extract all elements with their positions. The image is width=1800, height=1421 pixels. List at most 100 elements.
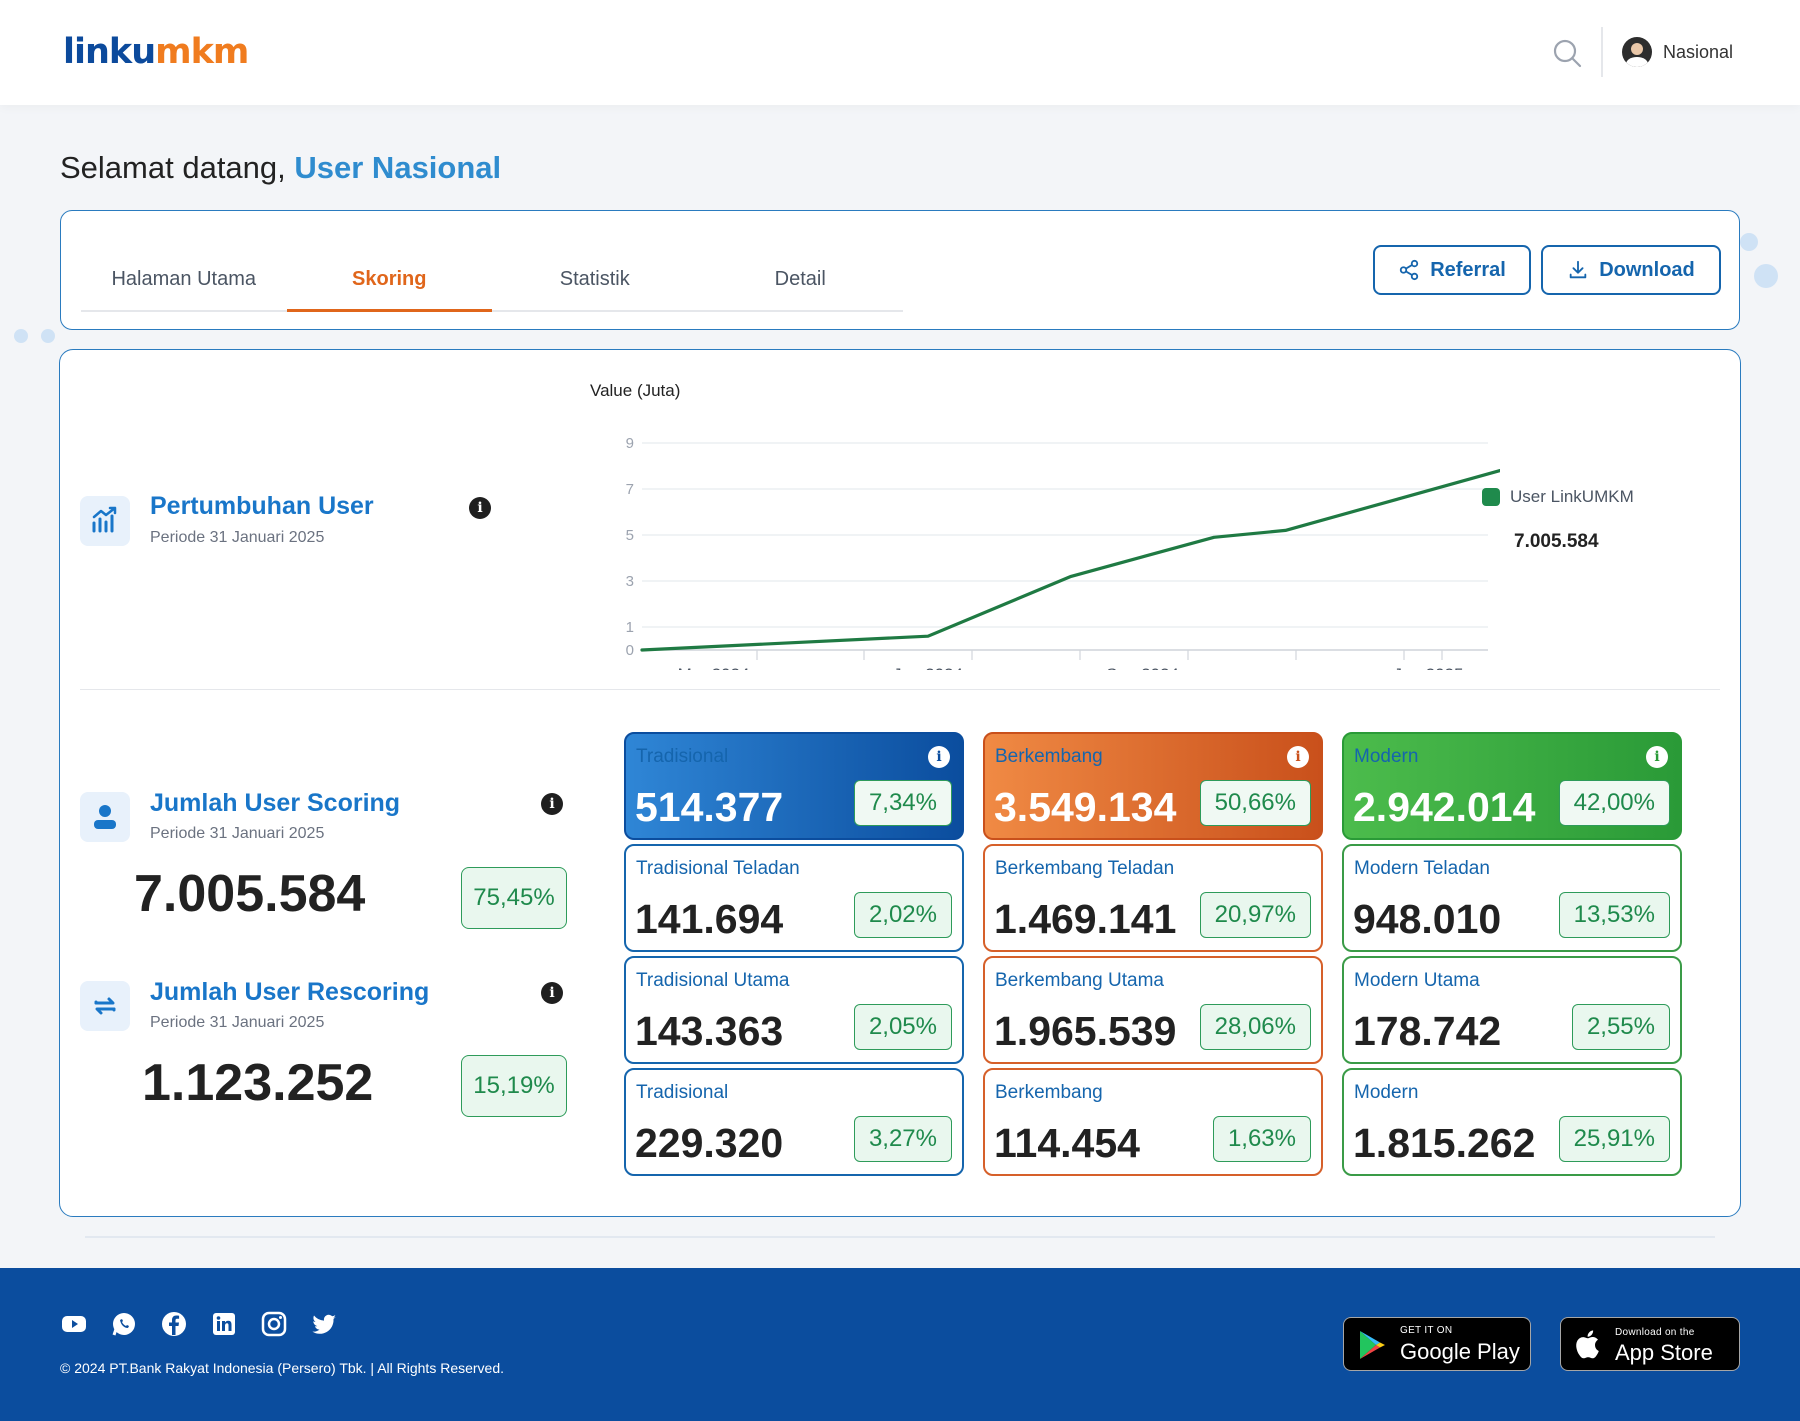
user-name[interactable]: Nasional [1663, 42, 1734, 62]
x-tick-label: Mar 2024 [678, 665, 750, 670]
card-pct: 7,34% [853, 780, 952, 826]
card-label: Tradisional Utama [636, 970, 790, 991]
card-label: Berkembang [995, 746, 1103, 767]
growth-chart-icon [80, 496, 130, 546]
header-divider [1601, 27, 1603, 77]
x-tick-label: Sep 2024 [1106, 665, 1179, 670]
rescoring-title: Jumlah User Rescoring [150, 978, 430, 1006]
y-axis-label: Value (Juta) [590, 381, 680, 400]
top-header: linkumkm Nasional [0, 0, 1800, 105]
download-button[interactable]: Download [1541, 245, 1721, 295]
google-play-button[interactable]: GET IT ON Google Play [1343, 1317, 1531, 1371]
card-pct: 2,55% [1571, 1004, 1670, 1050]
tab-bar: Halaman Utama Skoring Statistik Detail [81, 256, 903, 312]
download-icon [1569, 260, 1587, 279]
card-tradisional-total[interactable]: Tradisional i 514.377 7,34% [624, 732, 964, 840]
card-berkembang-utama[interactable]: Berkembang Utama 1.965.539 28,06% [983, 956, 1323, 1064]
chart-legend: User LinkUMKM [1482, 487, 1634, 507]
series-line [640, 468, 1500, 652]
card-value: 1.815.262 [1353, 1120, 1536, 1166]
google-play-small-text: GET IT ON [1400, 1325, 1453, 1336]
card-value: 1.469.141 [994, 896, 1177, 942]
y-tick-label: 7 [626, 481, 634, 498]
card-tradisional-utama[interactable]: Tradisional Utama 143.363 2,05% [624, 956, 964, 1064]
info-icon[interactable]: i [469, 497, 491, 519]
linkedin-icon[interactable] [210, 1310, 238, 1338]
tab-detail[interactable]: Detail [774, 268, 826, 290]
card-pct: 20,97% [1199, 892, 1311, 938]
twitter-icon[interactable] [310, 1310, 338, 1338]
footer: © 2024 PT.Bank Rakyat Indonesia (Persero… [0, 1268, 1800, 1421]
card-modern[interactable]: Modern 1.815.262 25,91% [1342, 1068, 1682, 1176]
info-icon[interactable]: i [1287, 746, 1309, 768]
x-tick-label: Jun 2024 [893, 665, 963, 670]
card-pct: 2,02% [853, 892, 952, 938]
legend-swatch [1482, 488, 1500, 506]
card-modern-teladan[interactable]: Modern Teladan 948.010 13,53% [1342, 844, 1682, 952]
card-berkembang-total[interactable]: Berkembang i 3.549.134 50,66% [983, 732, 1323, 840]
card-value: 3.549.134 [994, 784, 1177, 830]
welcome-user-name: User Nasional [294, 150, 502, 185]
legend-label: User LinkUMKM [1510, 487, 1634, 506]
avatar[interactable] [1622, 37, 1652, 67]
card-label: Tradisional [636, 746, 729, 767]
whatsapp-icon[interactable] [110, 1310, 138, 1338]
info-icon[interactable]: i [541, 982, 563, 1004]
referral-button[interactable]: Referral [1373, 245, 1531, 295]
tab-skoring[interactable]: Skoring [286, 256, 493, 312]
card-tradisional[interactable]: Tradisional 229.320 3,27% [624, 1068, 964, 1176]
app-store-small-text: Download on the [1615, 1327, 1695, 1338]
card-pct: 25,91% [1558, 1116, 1670, 1162]
section-divider [80, 689, 1720, 690]
youtube-icon[interactable] [60, 1310, 88, 1338]
card-pct: 50,66% [1199, 780, 1311, 826]
rescoring-total: 1.123.252 [142, 1054, 374, 1112]
apple-icon [1576, 1330, 1599, 1359]
card-modern-utama[interactable]: Modern Utama 178.742 2,55% [1342, 956, 1682, 1064]
card-berkembang[interactable]: Berkembang 114.454 1,63% [983, 1068, 1323, 1176]
card-label: Modern Teladan [1354, 858, 1490, 879]
instagram-icon[interactable] [260, 1310, 288, 1338]
card-pct: 1,63% [1212, 1116, 1311, 1162]
card-modern-total[interactable]: Modern i 2.942.014 42,00% [1342, 732, 1682, 840]
y-tick-label: 9 [626, 435, 634, 452]
referral-label: Referral [1430, 258, 1506, 281]
card-value: 178.742 [1353, 1008, 1502, 1054]
info-icon[interactable]: i [1646, 746, 1668, 768]
search-icon[interactable] [1552, 38, 1582, 68]
scoring-panel: Pertumbuhan User Periode 31 Januari 2025… [59, 349, 1741, 1217]
tab-halaman-utama[interactable]: Halaman Utama [111, 268, 256, 290]
app-store-big-text: App Store [1615, 1340, 1713, 1365]
scoring-period: Periode 31 Januari 2025 [150, 825, 325, 842]
decor-dot [1754, 264, 1778, 288]
google-play-icon [1360, 1331, 1385, 1359]
card-value: 141.694 [635, 896, 784, 942]
scoring-pct-badge: 75,45% [461, 867, 567, 929]
legend-total: 7.005.584 [1514, 531, 1599, 552]
decor-dot [41, 329, 55, 343]
share-icon [1400, 259, 1419, 281]
card-tradisional-teladan[interactable]: Tradisional Teladan 141.694 2,02% [624, 844, 964, 952]
info-icon[interactable]: i [541, 793, 563, 815]
card-pct: 42,00% [1558, 780, 1670, 826]
scoring-title: Jumlah User Scoring [150, 789, 401, 817]
card-value: 2.942.014 [1353, 784, 1536, 830]
refresh-icon [80, 981, 130, 1031]
welcome-prefix: Selamat datang, [60, 150, 295, 185]
facebook-icon[interactable] [160, 1310, 188, 1338]
user-icon [80, 792, 130, 842]
card-berkembang-teladan[interactable]: Berkembang Teladan 1.469.141 20,97% [983, 844, 1323, 952]
decor-dot [14, 329, 28, 343]
card-pct: 2,05% [853, 1004, 952, 1050]
tab-statistik[interactable]: Statistik [559, 268, 630, 290]
download-label: Download [1599, 258, 1695, 281]
card-label: Modern [1354, 746, 1419, 767]
card-pct: 3,27% [853, 1116, 952, 1162]
x-tick-label: Jan 2025 [1394, 665, 1464, 670]
copyright-text: © 2024 PT.Bank Rakyat Indonesia (Persero… [60, 1360, 505, 1376]
rescoring-pct-badge: 15,19% [461, 1055, 567, 1117]
info-icon[interactable]: i [928, 746, 950, 768]
card-value: 948.010 [1353, 896, 1502, 942]
linkumkm-logo[interactable]: linkumkm [63, 32, 249, 72]
app-store-button[interactable]: Download on the App Store [1560, 1317, 1740, 1371]
